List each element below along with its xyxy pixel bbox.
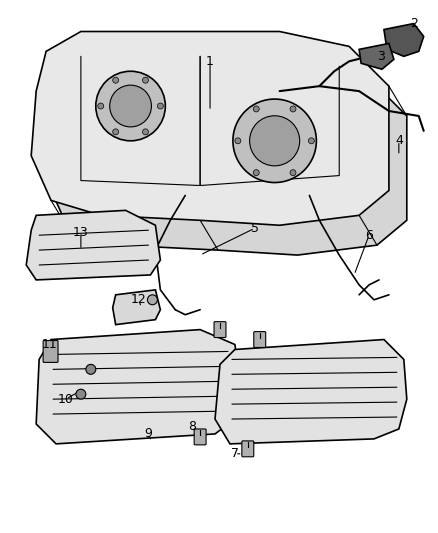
Polygon shape xyxy=(215,340,407,444)
Circle shape xyxy=(157,103,163,109)
Circle shape xyxy=(290,169,296,175)
Circle shape xyxy=(113,77,119,83)
Circle shape xyxy=(235,138,241,144)
Circle shape xyxy=(253,169,259,175)
Circle shape xyxy=(250,116,300,166)
Text: 12: 12 xyxy=(131,293,146,306)
Polygon shape xyxy=(36,329,240,444)
Polygon shape xyxy=(359,43,394,69)
Circle shape xyxy=(98,103,104,109)
Text: 5: 5 xyxy=(251,222,259,235)
Text: 2: 2 xyxy=(410,17,418,30)
Polygon shape xyxy=(384,23,424,56)
Circle shape xyxy=(142,77,148,83)
Text: 6: 6 xyxy=(365,229,373,241)
Circle shape xyxy=(290,106,296,112)
Circle shape xyxy=(96,71,165,141)
Circle shape xyxy=(233,99,316,182)
Circle shape xyxy=(142,129,148,135)
Circle shape xyxy=(253,106,259,112)
Circle shape xyxy=(86,365,96,374)
FancyBboxPatch shape xyxy=(214,321,226,337)
Polygon shape xyxy=(113,290,160,325)
Text: 10: 10 xyxy=(58,393,74,406)
Text: 9: 9 xyxy=(145,427,152,440)
Text: 8: 8 xyxy=(188,421,196,433)
Text: 3: 3 xyxy=(377,50,385,63)
Polygon shape xyxy=(49,61,407,255)
FancyBboxPatch shape xyxy=(242,441,254,457)
Text: 11: 11 xyxy=(41,338,57,351)
Polygon shape xyxy=(31,31,389,225)
Circle shape xyxy=(110,85,152,127)
FancyBboxPatch shape xyxy=(194,429,206,445)
Circle shape xyxy=(113,129,119,135)
Circle shape xyxy=(308,138,314,144)
Circle shape xyxy=(148,295,157,305)
Circle shape xyxy=(76,389,86,399)
FancyBboxPatch shape xyxy=(254,332,266,348)
Text: 4: 4 xyxy=(395,134,403,147)
Text: 7: 7 xyxy=(231,447,239,461)
Text: 13: 13 xyxy=(73,225,89,239)
FancyBboxPatch shape xyxy=(43,341,58,362)
Text: 1: 1 xyxy=(206,55,214,68)
Polygon shape xyxy=(26,211,160,280)
